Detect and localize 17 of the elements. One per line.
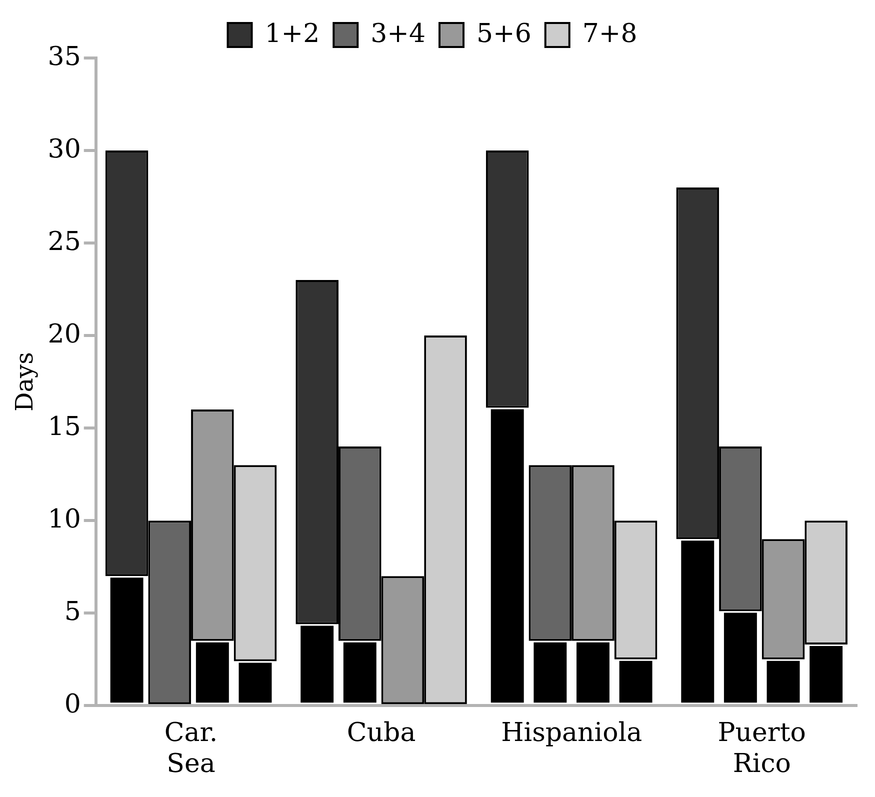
y-tick-label: 15	[48, 412, 81, 442]
legend-label: 3+4	[370, 18, 426, 49]
y-tick-label: 5	[64, 596, 81, 627]
x-tick-label: Car. Sea	[164, 718, 218, 780]
y-tick-label: 20	[48, 319, 81, 350]
x-tick-label: Hispaniola	[501, 718, 642, 748]
y-axis-title: Days	[10, 352, 39, 412]
y-tick-label: 25	[48, 226, 81, 257]
y-tick-label: 10	[48, 504, 81, 534]
x-tick-label: Puerto Rico	[718, 718, 806, 780]
legend-label: 5+6	[476, 18, 532, 49]
legend-label: 1+2	[264, 18, 320, 49]
x-tick-label: Cuba	[346, 718, 416, 748]
legend-label: 7+8	[582, 18, 638, 49]
y-tick-label: 0	[64, 689, 81, 720]
y-tick-label: 30	[48, 134, 81, 164]
y-tick-label: 35	[48, 42, 81, 72]
